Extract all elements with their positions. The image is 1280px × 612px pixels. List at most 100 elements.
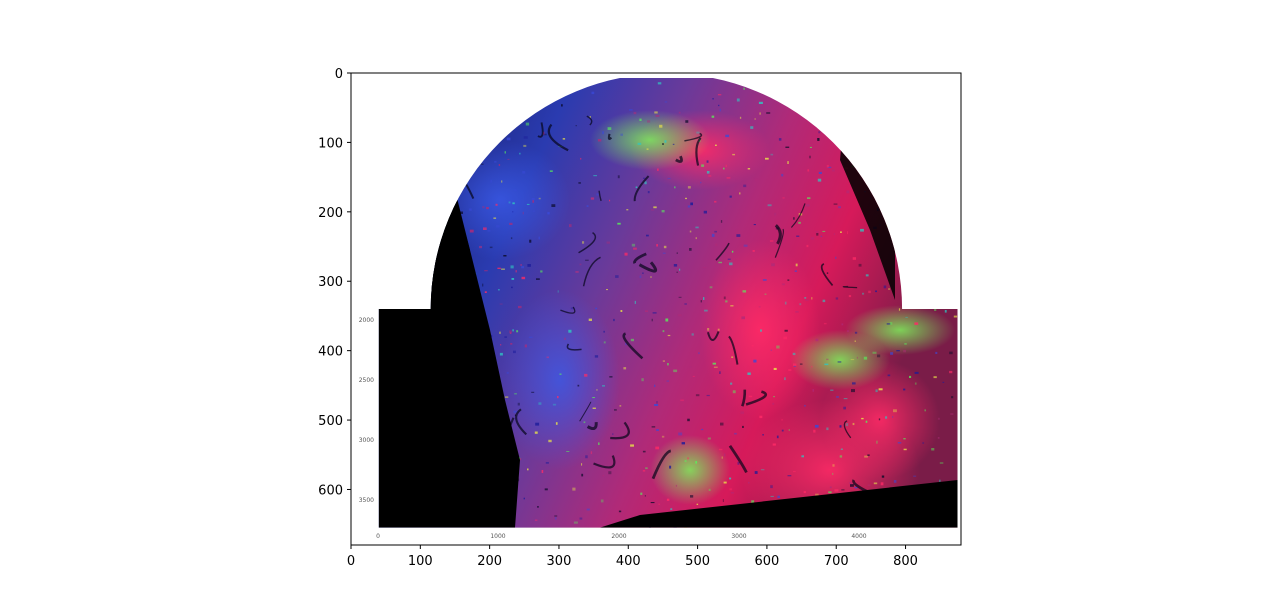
image-speckle [719, 371, 721, 374]
image-speckle [644, 512, 647, 515]
image-speckle [736, 234, 741, 237]
image-speckle [781, 429, 784, 432]
image-speckle [707, 437, 711, 440]
image-speckle [499, 303, 503, 305]
image-speckle [504, 151, 506, 154]
image-speckle [704, 309, 708, 312]
image-speckle [590, 197, 595, 200]
image-speckle [650, 276, 652, 278]
image-speckle [667, 177, 671, 179]
image-speckle [822, 230, 826, 232]
image-speckle [633, 247, 637, 250]
image-speckle [630, 444, 634, 447]
inset-x-tick-label: 1000 [490, 533, 505, 540]
image-speckle [519, 152, 521, 155]
image-speckle [796, 235, 800, 237]
image-speckle [781, 419, 783, 421]
image-speckle [620, 133, 623, 136]
image-speckle [795, 311, 799, 313]
image-speckle [654, 404, 659, 406]
image-speckle [701, 136, 703, 138]
image-speckle [643, 177, 645, 179]
image-speckle [623, 367, 627, 370]
image-speckle [672, 143, 675, 145]
image-speckle [764, 293, 767, 295]
image-speckle [523, 144, 527, 147]
image-speckle [743, 244, 748, 247]
image-speckle [827, 166, 832, 169]
image-speckle [564, 337, 566, 340]
image-speckle [774, 212, 777, 216]
image-speckle [852, 382, 856, 385]
image-speckle [585, 455, 588, 459]
image-blob [650, 435, 730, 505]
image-streak [843, 420, 852, 439]
image-speckle [717, 328, 720, 331]
image-streak [651, 449, 672, 480]
image-speckle [662, 143, 664, 145]
image-speckle [748, 395, 753, 398]
image-speckle [532, 210, 535, 212]
inset-y-tick-label: 3000 [359, 437, 374, 444]
image-speckle [913, 475, 917, 477]
image-speckle [547, 212, 550, 215]
image-speckle [903, 438, 906, 440]
image-speckle [667, 363, 669, 366]
image-speckle [639, 275, 642, 278]
image-speckle [896, 350, 900, 352]
image-speckle [510, 265, 514, 269]
image-speckle [510, 237, 513, 240]
image-speckle [593, 175, 597, 177]
image-speckle [597, 139, 602, 142]
image-speckle [548, 439, 552, 443]
image-speckle [717, 94, 722, 96]
image-streak [547, 123, 569, 152]
image-speckle [778, 138, 782, 141]
image-speckle [892, 416, 894, 418]
image-speckle [773, 396, 775, 398]
image-speckle [723, 481, 727, 484]
image-speckle [818, 131, 821, 134]
image-speckle [689, 248, 692, 251]
image-speckle [579, 517, 583, 520]
image-speckle [521, 276, 526, 280]
image-speckle [654, 384, 656, 387]
image-speckle [630, 338, 634, 342]
image-speckle [687, 457, 690, 460]
image-speckle [687, 186, 691, 189]
image-speckle [658, 503, 661, 505]
y-tick-label: 500 [318, 414, 343, 429]
image-speckle [810, 237, 814, 240]
image-speckle [494, 161, 497, 163]
image-speckle [794, 270, 797, 272]
image-speckle [666, 380, 669, 382]
image-speckle [875, 389, 878, 393]
image-speckle [583, 421, 586, 424]
image-speckle [501, 268, 505, 270]
image-speckle [541, 470, 544, 473]
inset-y-tick-label: 2500 [359, 377, 374, 384]
image-speckle [596, 389, 598, 391]
image-streak [684, 132, 703, 142]
image-speckle [754, 178, 758, 182]
image-speckle [824, 363, 829, 366]
image-speckle [536, 278, 540, 280]
image-speckle [535, 422, 540, 426]
image-speckle [730, 305, 734, 307]
image-streak [598, 190, 602, 202]
image-speckle [673, 369, 678, 373]
image-speckle [772, 443, 776, 446]
inset-x-tick-label: 2000 [611, 533, 626, 540]
image-speckle [618, 510, 622, 513]
image-speckle [878, 418, 881, 421]
image-speckle [534, 519, 538, 521]
image-speckle [479, 245, 482, 249]
image-speckle [499, 331, 501, 334]
image-speckle [864, 455, 868, 458]
image-streak [633, 175, 650, 202]
image-speckle [695, 237, 697, 240]
image-speckle [758, 101, 763, 104]
image-speckle [523, 136, 528, 139]
image-speckle [709, 286, 713, 289]
image-speckle [664, 140, 667, 143]
